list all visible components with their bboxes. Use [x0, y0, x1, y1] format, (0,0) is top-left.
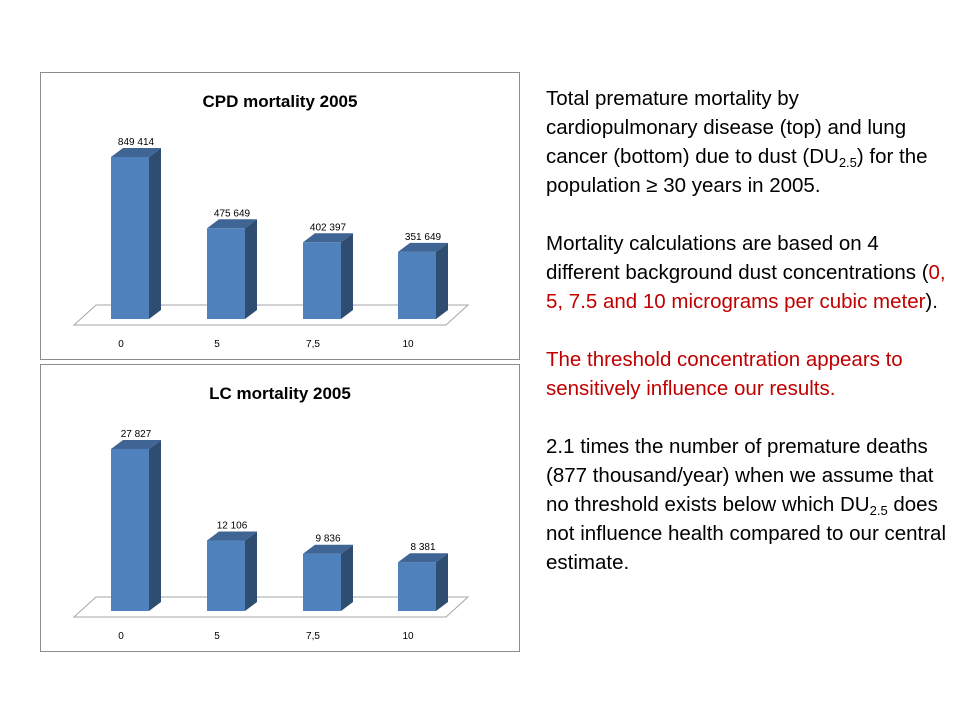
lc-bar-front: [111, 449, 149, 611]
lc-bar-top: [111, 440, 161, 449]
cpd-value-label: 351 649: [405, 232, 442, 243]
p2-text-a: Mortality calculations are based on 4 di…: [546, 232, 929, 284]
cpd-bar-2: [303, 233, 353, 319]
paragraph-methods: Mortality calculations are based on 4 di…: [546, 229, 946, 316]
p4-text-a: 2.1 times the number of premature deaths…: [546, 435, 934, 516]
lc-bar-3: [398, 553, 448, 611]
cpd-bar-top: [111, 148, 161, 157]
cpd-bar-front: [111, 157, 149, 319]
cpd-bar-side: [341, 233, 353, 319]
lc-value-label: 9 836: [315, 534, 340, 545]
paragraph-threshold: The threshold concentration appears to s…: [546, 348, 903, 400]
lc-tick-label: 0: [118, 631, 124, 642]
lc-bar-front: [398, 562, 436, 611]
lc-value-label: 8 381: [410, 542, 435, 553]
lc-bar-side: [245, 531, 257, 611]
lc-bar-top: [303, 544, 353, 554]
p2-red-text: 0, 5, 7.5 and 10 micrograms per cubic me…: [546, 261, 946, 313]
cpd-bar-0: [111, 148, 161, 319]
cpd-bar-front: [207, 228, 245, 319]
lc-chart-title: LC mortality 2005: [209, 384, 351, 403]
cpd-tick-label: 7,5: [306, 339, 320, 350]
cpd-bar-top: [303, 233, 353, 243]
lc-chart-floor: [72, 596, 470, 618]
cpd-value-label: 475 649: [214, 208, 251, 219]
lc-tick-label: 10: [402, 631, 414, 642]
cpd-chart-title: CPD mortality 2005: [203, 92, 358, 111]
cpd-chart-floor: [72, 304, 470, 326]
cpd-chart-panel: CPD mortality 2005 849 414 0 475 649 5 402 39…: [40, 72, 520, 360]
cpd-tick-label: 5: [214, 339, 220, 350]
cpd-bar-front: [398, 251, 436, 319]
cpd-bar-side: [245, 219, 257, 319]
cpd-tick-label: 0: [118, 339, 124, 350]
cpd-bar-side: [436, 242, 448, 319]
lc-tick-label: 7,5: [306, 631, 320, 642]
lc-chart-panel: LC mortality 2005 27 827 0 12 106 5 9 836 7,5 8…: [40, 364, 520, 652]
lc-value-label: 27 827: [121, 429, 152, 440]
lc-bar-side: [341, 544, 353, 611]
lc-value-label: 12 106: [217, 521, 248, 532]
p4-text-b: does not influence health compared to ou…: [546, 493, 947, 574]
lc-tick-label: 5: [214, 631, 220, 642]
cpd-bar-top: [398, 242, 448, 252]
lc-bar-side: [149, 440, 161, 611]
cpd-bar-side: [149, 148, 161, 319]
lc-bar-0: [111, 440, 161, 611]
cpd-value-label: 849 414: [118, 137, 155, 148]
cpd-bar-front: [303, 242, 341, 319]
cpd-bar-3: [398, 242, 448, 319]
paragraph-conclusion: 2.1 times the number of premature deaths…: [546, 432, 946, 577]
lc-bar-2: [303, 544, 353, 611]
lc-bar-top: [398, 553, 448, 563]
p2-text-b: ).: [925, 290, 938, 313]
p1-text-a: Total premature mortality by cardiopulmo…: [546, 87, 907, 168]
lc-bar-side: [436, 553, 448, 611]
lc-chart: LC mortality 2005 27 827 0 12 106 5 9 836 7,5 8…: [72, 384, 470, 642]
cpd-chart: CPD mortality 2005 849 414 0 475 649 5 402 39…: [72, 92, 470, 350]
cpd-value-label: 402 397: [310, 222, 347, 233]
p4-subscript: 2.5: [869, 503, 888, 518]
lc-bar-front: [207, 540, 245, 611]
cpd-bar-1: [207, 219, 257, 319]
p1-text-b: ) for the population ≥ 30 years in 2005.: [546, 145, 928, 197]
p1-subscript: 2.5: [838, 155, 857, 170]
lc-bar-1: [207, 531, 257, 611]
description-text: Total premature mortality by cardiopulmo…: [546, 84, 946, 606]
paragraph-description: Total premature mortality by cardiopulmo…: [546, 84, 946, 200]
cpd-bar-top: [207, 219, 257, 229]
lc-bar-front: [303, 553, 341, 611]
cpd-tick-label: 10: [402, 339, 414, 350]
lc-bar-top: [207, 531, 257, 541]
